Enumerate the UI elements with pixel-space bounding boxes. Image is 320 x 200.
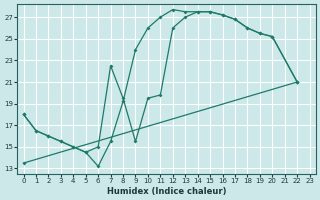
X-axis label: Humidex (Indice chaleur): Humidex (Indice chaleur) bbox=[107, 187, 226, 196]
